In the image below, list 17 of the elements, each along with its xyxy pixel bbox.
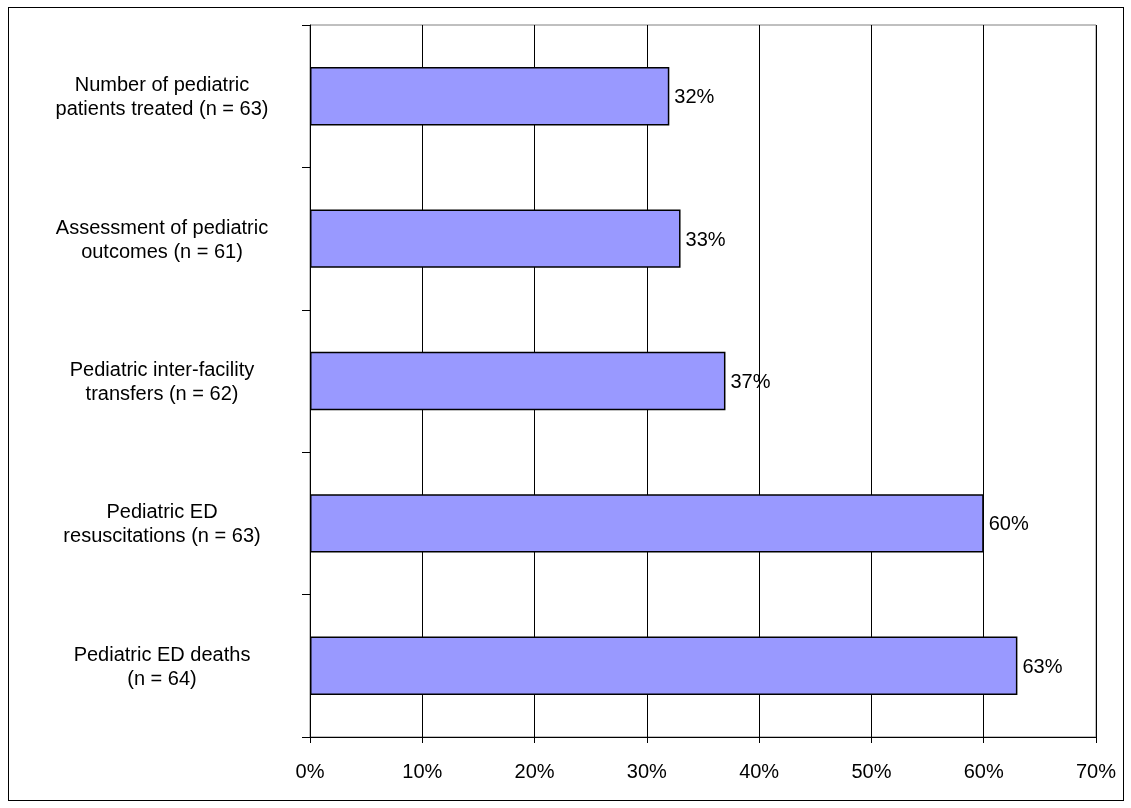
x-tick-label: 0% bbox=[295, 760, 325, 782]
y-tick-label: Number of pediatric patients treated (n = 63) bbox=[55, 73, 269, 120]
x-tick-label: 50% bbox=[851, 760, 892, 782]
y-tick-label: Pediatric inter-facility transfers (n = 62) bbox=[69, 358, 255, 404]
y-tick-label: Pediatric ED resuscitations (n = 63) bbox=[63, 500, 261, 547]
x-tick-label: 60% bbox=[963, 760, 1004, 782]
data-label: 32% bbox=[674, 85, 715, 108]
y-tick-label: Assessment of pediatric outcomes (n = 61) bbox=[55, 215, 269, 262]
x-tick-label: 30% bbox=[626, 760, 668, 782]
y-tick-label: Pediatric ED deaths (n = 64) bbox=[73, 642, 251, 689]
x-tick-label: 10% bbox=[402, 760, 443, 782]
data-label: 33% bbox=[685, 227, 726, 250]
x-tick-label: 70% bbox=[1075, 760, 1117, 782]
data-label: 63% bbox=[1022, 654, 1063, 677]
x-tick-label: 40% bbox=[739, 760, 780, 782]
data-label: 60% bbox=[988, 512, 1029, 535]
x-tick-label: 20% bbox=[514, 760, 555, 782]
